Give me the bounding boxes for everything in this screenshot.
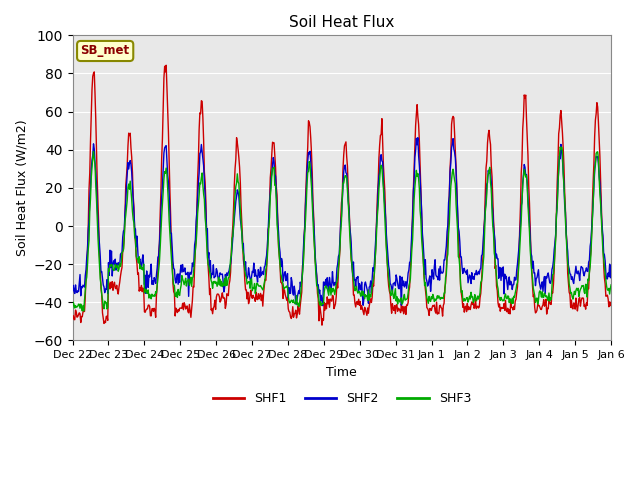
Y-axis label: Soil Heat Flux (W/m2): Soil Heat Flux (W/m2) [15,120,28,256]
Title: Soil Heat Flux: Soil Heat Flux [289,15,394,30]
X-axis label: Time: Time [326,366,357,379]
Legend: SHF1, SHF2, SHF3: SHF1, SHF2, SHF3 [207,387,476,410]
Text: SB_met: SB_met [81,45,130,58]
